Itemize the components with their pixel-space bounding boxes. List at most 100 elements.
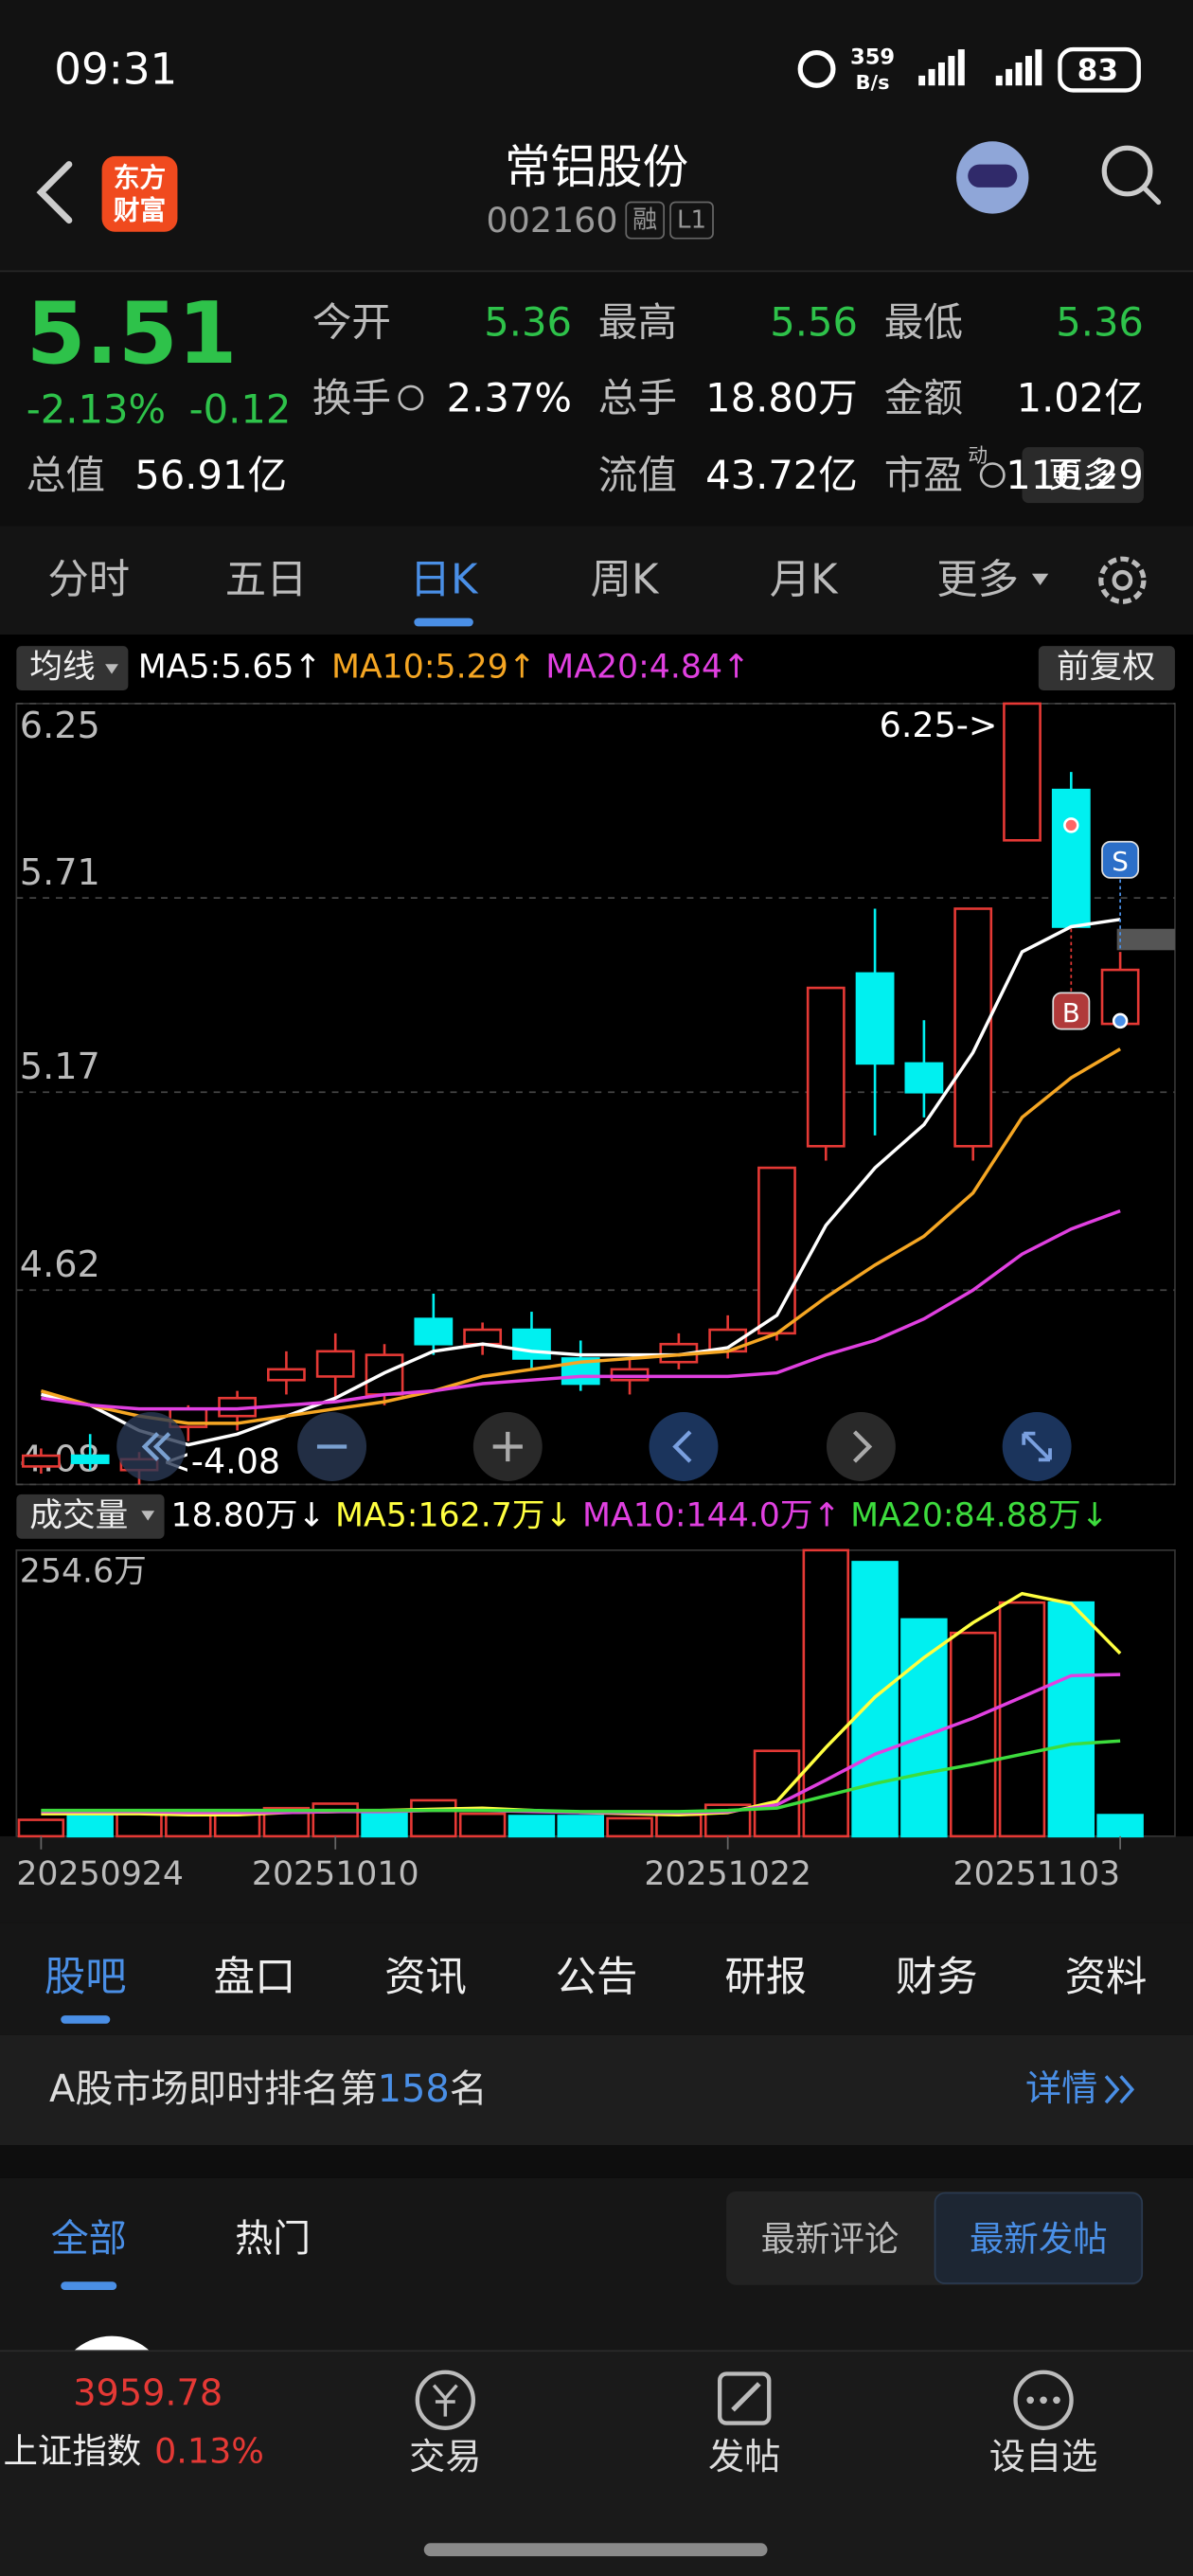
nav-item[interactable]: 发帖 [708, 2437, 780, 2478]
period-tab[interactable]: 分时 [47, 557, 130, 604]
sort-option[interactable]: 最新发帖 [970, 2219, 1108, 2260]
rewind-button[interactable] [116, 1412, 187, 1481]
forum-tab[interactable]: 财务 [896, 1954, 978, 2001]
search-button[interactable] [1101, 145, 1153, 197]
legend-entry: MA5:5.65↑ [138, 649, 322, 687]
tabs-bg [0, 526, 1193, 635]
dots-icon [1026, 2396, 1060, 2405]
next-button[interactable] [826, 1412, 896, 1481]
dropdown-arrow [141, 1511, 155, 1521]
field-label: 总值 [27, 452, 105, 498]
trade-dot [1063, 817, 1079, 833]
volume-indicator-button[interactable] [16, 1494, 165, 1539]
ma-line [40, 1047, 1121, 1425]
x-tick-label: 20251022 [644, 1855, 811, 1893]
post-icon [717, 2371, 772, 2425]
field-value: 5.36 [1056, 299, 1144, 346]
field-value: 56.91亿 [134, 452, 287, 498]
forum-tab[interactable]: 股吧 [45, 1954, 127, 2001]
sort-option[interactable]: 最新评论 [761, 2219, 899, 2260]
icon [672, 1430, 692, 1463]
volume-bar [1047, 1601, 1095, 1838]
field-label: 换手 [312, 375, 391, 421]
field-label: 最低 [884, 299, 963, 346]
forum-tab[interactable]: 研报 [724, 1954, 807, 2001]
field-value: 1.02亿 [1017, 375, 1144, 421]
adjust-label: 前复权 [1057, 649, 1155, 687]
net-speed: 359 [850, 45, 895, 70]
candle-body [904, 1062, 944, 1094]
ma-line [41, 918, 1121, 1447]
sort-active-bg [934, 2191, 1144, 2284]
period-tab[interactable]: 月K [770, 557, 839, 604]
candle-body [315, 1350, 355, 1378]
back-button[interactable] [36, 161, 73, 224]
legend-entry: 18.80万↓ [170, 1496, 325, 1534]
stock-name: 常铝股份 [505, 141, 688, 194]
chart-layer: 6.255.715.174.624.086.25-><-4.08BS254.6万… [16, 702, 1175, 1893]
details-link[interactable]: 详情 [1025, 2068, 1097, 2110]
index-value: 3959.78 [73, 2372, 223, 2414]
trade-mark [1101, 840, 1140, 879]
index-change: 0.13% [154, 2431, 264, 2472]
candle-body [21, 1454, 61, 1468]
icon [1022, 1431, 1052, 1462]
more-button[interactable] [1022, 447, 1144, 504]
candle-body [757, 1166, 796, 1335]
volume-bar [312, 1802, 359, 1838]
post-tab[interactable]: 全部 [51, 2217, 127, 2261]
volume-bar [753, 1749, 801, 1838]
gap [0, 2145, 1193, 2178]
icon [141, 1432, 171, 1461]
candle-body [610, 1368, 650, 1382]
candle-body [463, 1328, 503, 1346]
icon [492, 1431, 523, 1462]
field-sup: 动 [968, 444, 988, 467]
home-indicator [423, 2543, 768, 2557]
forum-tab[interactable]: 资料 [1065, 1954, 1148, 2001]
logo-text: 财富 [114, 195, 167, 226]
period-tab[interactable]: 日K [410, 557, 479, 604]
nav-item[interactable]: 交易 [409, 2437, 481, 2478]
period-tab[interactable]: 周K [591, 557, 660, 604]
stock-code: 002160 [486, 200, 617, 241]
volume-bar [165, 1812, 212, 1838]
rank-bg [0, 2034, 1193, 2146]
battery [1058, 46, 1141, 93]
signal-icon [918, 49, 1042, 86]
forum-tab[interactable]: 盘口 [214, 1954, 296, 2001]
period-tab[interactable]: 更多 [936, 557, 1019, 604]
adjust-button[interactable] [1038, 646, 1175, 691]
candle-body [1051, 788, 1091, 928]
index-name: 上证指数 [3, 2431, 141, 2472]
date-row-bg [0, 1835, 1193, 1923]
ma-line [41, 1208, 1121, 1411]
forum-tab[interactable]: 资讯 [384, 1954, 467, 2001]
field-value: 18.80万 [705, 375, 858, 421]
prev-button[interactable] [649, 1412, 719, 1481]
nav-item[interactable]: 设自选 [989, 2437, 1098, 2478]
trade-mark [1052, 992, 1091, 1030]
legend-entry: MA10:144.0万↑ [582, 1496, 841, 1534]
indicator-button[interactable] [16, 646, 129, 691]
legend-entry: MA20:84.88万↓ [850, 1496, 1109, 1534]
post-tab[interactable]: 热门 [235, 2217, 311, 2261]
candle-body [70, 1454, 110, 1464]
logo-text: 东方 [114, 162, 167, 193]
forum-tab[interactable]: 公告 [556, 1954, 638, 2001]
header-bg [0, 0, 1193, 272]
volume-bar [458, 1812, 507, 1838]
dropdown-arrow [105, 664, 118, 674]
settings-button[interactable] [1098, 556, 1147, 604]
legend-entry: MA20:4.84↑ [545, 649, 750, 687]
active-underline [414, 617, 473, 627]
watchlist-icon [1013, 2370, 1074, 2430]
field-label: 最高 [598, 299, 677, 346]
volume-bar [410, 1798, 457, 1838]
price-tag [1116, 928, 1175, 951]
volume-bar [361, 1810, 408, 1838]
forum-tabs-bg [0, 1923, 1193, 2035]
icon [852, 1430, 873, 1463]
period-tab[interactable]: 五日 [225, 557, 308, 604]
